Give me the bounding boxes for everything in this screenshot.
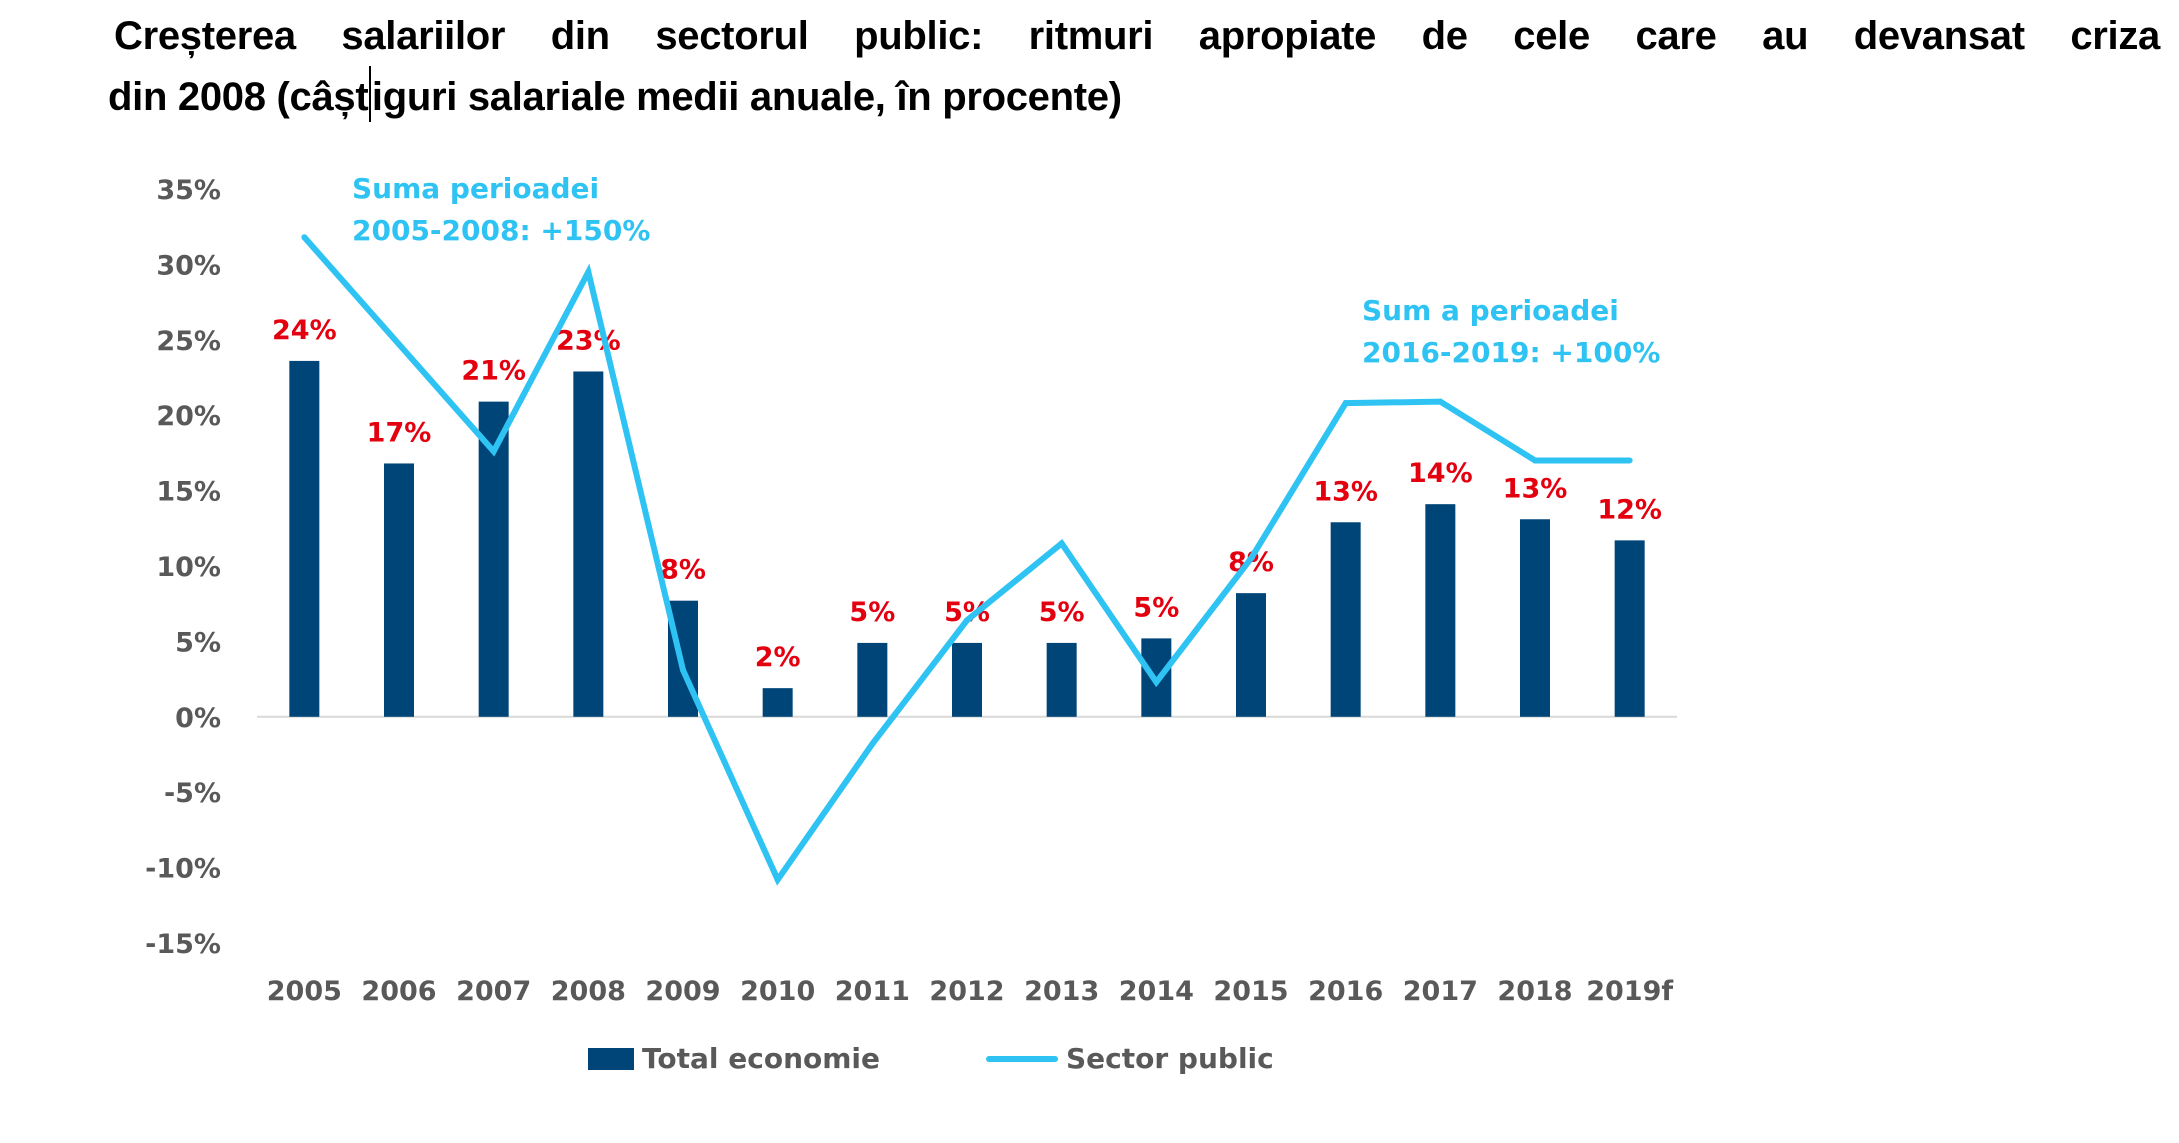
x-tick-label: 2006 — [361, 976, 436, 1007]
y-tick-label: 0% — [175, 703, 221, 734]
bar — [384, 463, 414, 717]
annotation-text: Suma perioadei — [352, 172, 599, 205]
x-tick-label: 2008 — [551, 976, 626, 1007]
y-tick-label: 30% — [156, 250, 221, 281]
bar — [1614, 540, 1645, 717]
x-tick-label: 2016 — [1308, 976, 1383, 1007]
y-axis: 35% 30% 25% 20% 15% 10% 5% 0% -5% -10% -15% — [145, 175, 221, 960]
legend-swatch-sector-public — [986, 1055, 1058, 1062]
line-point — [1437, 398, 1444, 405]
chart-title-line-1: Creșterea salariilor din sectorul public… — [114, 14, 2160, 58]
x-tick-label: 2014 — [1119, 976, 1194, 1007]
x-tick-label: 2011 — [835, 976, 910, 1007]
annotations: Suma perioadei 2005-2008: +150% Sum a peri… — [352, 172, 1660, 369]
data-label: 13% — [1313, 476, 1378, 507]
x-tick-label: 2009 — [645, 976, 720, 1007]
x-tick-label: 2005 — [267, 976, 342, 1007]
x-tick-label: 2010 — [740, 976, 815, 1007]
bar — [857, 642, 888, 717]
line-point — [301, 234, 308, 241]
x-axis: 2005 2006 2007 2008 2009 2010 2011 2012 2013 2014… — [267, 976, 1674, 1007]
data-label: 2% — [755, 642, 801, 673]
y-tick-label: 20% — [156, 401, 221, 432]
line-point — [1342, 400, 1349, 407]
bar — [573, 371, 604, 717]
x-tick-label: 2007 — [456, 976, 531, 1007]
data-label: 17% — [367, 417, 432, 448]
y-tick-label: -5% — [164, 778, 221, 809]
line-point — [490, 448, 497, 455]
y-tick-label: 5% — [175, 627, 221, 658]
annotation-text: Sum a perioadei — [1362, 294, 1619, 327]
data-label: 5% — [1133, 592, 1179, 623]
data-label: 12% — [1597, 494, 1662, 525]
x-tick-label: 2017 — [1403, 976, 1478, 1007]
line-point — [396, 341, 402, 348]
legend-label-sector-public: Sector public — [1066, 1042, 1274, 1075]
data-label: 5% — [1039, 597, 1085, 628]
legend-label-total-economie: Total economie — [642, 1042, 880, 1075]
y-tick-label: -15% — [145, 929, 221, 960]
chart-title-line-2-part-a: din 2008 (câșt — [108, 75, 369, 119]
y-tick-label: 25% — [156, 326, 221, 357]
bar — [1425, 504, 1456, 717]
line-point — [964, 617, 970, 624]
bar — [762, 688, 793, 717]
legend-swatch-total-economie — [588, 1047, 634, 1070]
line-point — [869, 740, 876, 747]
data-label: 5% — [849, 597, 895, 628]
annotation-text: 2005-2008: +150% — [352, 214, 650, 247]
y-tick-label: -10% — [145, 854, 221, 885]
text-cursor — [369, 66, 371, 122]
bar — [1046, 642, 1077, 717]
y-tick-label: 15% — [156, 477, 221, 508]
bar — [952, 642, 982, 717]
line-point — [680, 667, 686, 674]
data-label: 24% — [272, 315, 337, 346]
bar — [1520, 519, 1550, 717]
data-labels: 24%17%21%23%8%2%5% 5% 5% 5%8%13%14% 13%12% — [272, 315, 1662, 673]
line-point — [585, 268, 592, 275]
bar-series-total-economie — [289, 360, 1645, 717]
data-label: 14% — [1408, 458, 1473, 489]
data-label: 21% — [461, 356, 526, 387]
x-tick-label: 2013 — [1024, 976, 1099, 1007]
x-tick-label: 2018 — [1497, 976, 1572, 1007]
legend: Total economie Sector public — [588, 1042, 1274, 1075]
x-tick-label: 2012 — [929, 976, 1004, 1007]
line-point — [1058, 540, 1065, 547]
data-label: 23% — [556, 325, 621, 356]
y-tick-label: 10% — [156, 552, 221, 583]
line-point — [1532, 457, 1538, 464]
line-point — [1626, 457, 1633, 464]
bar — [1330, 522, 1361, 717]
x-tick-label: 2019f — [1586, 976, 1673, 1007]
line-point — [1248, 555, 1254, 562]
y-tick-label: 35% — [156, 175, 221, 206]
chart-title: Creșterea salariilor din sectorul public… — [108, 6, 2160, 127]
chart-title-line-2: din 2008 (câștiguri salariale medii anua… — [108, 66, 2160, 127]
line-point — [1153, 679, 1160, 686]
data-label: 13% — [1503, 473, 1568, 504]
line-point — [774, 876, 781, 883]
annotation-text: 2016-2019: +100% — [1362, 336, 1660, 369]
chart-title-line-2-part-b: iguri salariale medii anuale, în procent… — [371, 75, 1122, 119]
x-tick-label: 2015 — [1213, 976, 1288, 1007]
bar — [289, 360, 320, 717]
bar — [1236, 593, 1266, 717]
data-label: 8% — [660, 555, 706, 586]
